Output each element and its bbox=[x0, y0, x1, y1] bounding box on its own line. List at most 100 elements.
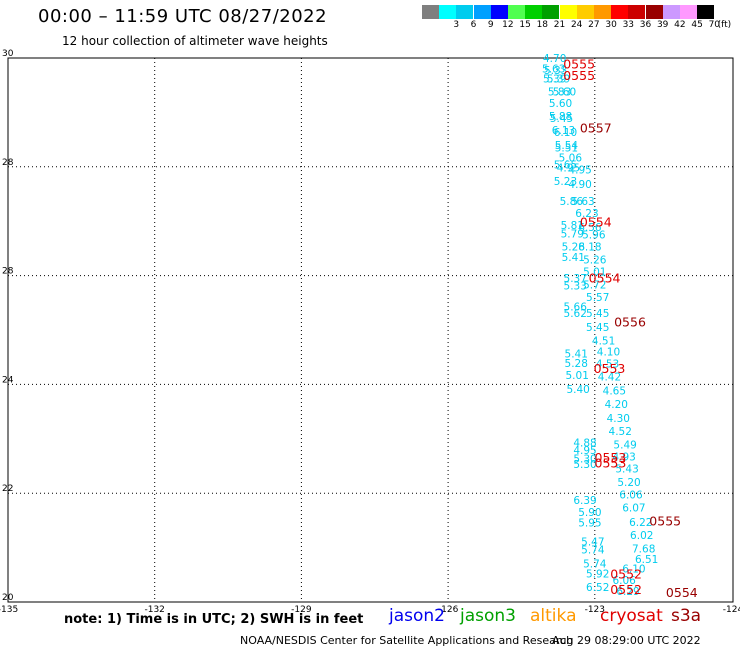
pass-time-label: 0557 bbox=[580, 121, 612, 136]
wave-height-label: 5.41 bbox=[565, 349, 588, 361]
legend-swatch bbox=[594, 5, 611, 19]
wave-height-label: 5.90 bbox=[578, 507, 601, 519]
wave-height-label: 5.30 bbox=[573, 459, 596, 471]
y-tick-label: 22 bbox=[2, 484, 13, 494]
wave-height-label: 6.06 bbox=[619, 490, 643, 502]
wave-height-label: 5.41 bbox=[562, 252, 585, 264]
legend-swatch bbox=[473, 5, 491, 19]
y-tick-label: 20 bbox=[2, 593, 14, 603]
wave-height-label: 4.42 bbox=[598, 372, 621, 384]
wave-height-label: 4.88 bbox=[573, 437, 596, 449]
legend-label: 30 bbox=[605, 20, 617, 30]
legend-swatch bbox=[645, 5, 663, 19]
legend-swatch bbox=[576, 5, 594, 19]
wave-height-label: 4.70 bbox=[543, 53, 566, 65]
wave-height-label: 6.22 bbox=[629, 517, 652, 529]
legend-swatch bbox=[525, 5, 543, 19]
legend-label: 45 bbox=[691, 20, 703, 30]
wave-height-label: 5.65 bbox=[554, 159, 577, 171]
legend-swatch bbox=[680, 5, 697, 19]
legend-swatch bbox=[456, 5, 474, 19]
wave-height-label: 5.26 bbox=[583, 255, 607, 267]
legend-swatch bbox=[662, 5, 680, 19]
x-tick-label: -124 bbox=[723, 605, 740, 615]
wave-height-label: 5.06 bbox=[559, 152, 583, 164]
legend-label: 15 bbox=[519, 20, 531, 30]
wave-height-label: 5.37 bbox=[564, 273, 587, 285]
footer-note: note: 1) Time is in UTC; 2) SWH is in fe… bbox=[64, 612, 364, 627]
wave-height-label: 5.57 bbox=[586, 292, 609, 304]
legend-label: 27 bbox=[588, 20, 600, 30]
y-tick-label: 28 bbox=[2, 267, 14, 277]
x-tick-label: -123 bbox=[585, 605, 605, 615]
legend-swatch bbox=[697, 5, 715, 19]
wave-height-label: 5.72 bbox=[583, 280, 606, 292]
wave-height-label: 4.52 bbox=[609, 426, 632, 438]
wave-height-label: 5.92 bbox=[586, 569, 609, 581]
wave-height-label: 5.95 bbox=[578, 517, 601, 529]
wave-height-label: 4.95 bbox=[568, 164, 591, 176]
x-tick-label: -126 bbox=[438, 605, 459, 615]
legend-label: 42 bbox=[674, 20, 686, 30]
legend-label: 18 bbox=[536, 20, 549, 30]
wave-height-label: 6.52 bbox=[586, 582, 609, 594]
legend-label: 36 bbox=[639, 20, 652, 30]
wave-height-label: 6.02 bbox=[630, 530, 653, 542]
legend-label: 33 bbox=[622, 20, 635, 30]
y-tick-label: 28 bbox=[2, 158, 14, 168]
legend-swatch bbox=[542, 5, 560, 19]
wave-height-label: 6.10 bbox=[554, 127, 577, 139]
wave-height-label: 4.20 bbox=[605, 399, 628, 411]
pass-time-label: 0556 bbox=[614, 315, 646, 330]
wave-height-label: 6.23 bbox=[575, 208, 598, 220]
wave-height-label: 5.01 bbox=[583, 267, 606, 279]
legend-label: 39 bbox=[656, 20, 669, 30]
credit-line: NOAA/NESDIS Center for Satellite Applica… bbox=[240, 634, 574, 647]
legend-label: 70 bbox=[708, 20, 721, 30]
legend-label: 21 bbox=[553, 20, 566, 30]
legend-swatch bbox=[439, 5, 457, 19]
legend-swatch bbox=[611, 5, 629, 19]
wave-height-label: 5.33 bbox=[564, 281, 587, 293]
wave-height-label: 5.66 bbox=[564, 301, 588, 313]
wave-height-label: 6.13 bbox=[552, 125, 575, 137]
wave-height-label: 5.83 bbox=[548, 87, 571, 99]
wave-height-label: 5.86 bbox=[560, 196, 584, 208]
wave-height-label: 5.60 bbox=[549, 98, 572, 110]
legend-label: 3 bbox=[453, 20, 460, 30]
map-frame bbox=[7, 57, 734, 603]
wave-height-label: 6.29 bbox=[616, 586, 639, 598]
legend-swatch bbox=[559, 5, 577, 19]
wave-height-label: 5.74 bbox=[583, 559, 607, 571]
wave-height-label: 5.96 bbox=[582, 230, 606, 242]
pass-time-label: 0554 bbox=[666, 585, 698, 600]
wave-height-label: 6.07 bbox=[622, 503, 645, 515]
legend-unit: (ft) bbox=[717, 20, 732, 30]
wave-height-label: 5.45 bbox=[586, 308, 609, 320]
generated-timestamp: Aug 29 08:29:00 UTC 2022 bbox=[552, 634, 701, 647]
pass-time-label: 0552 bbox=[610, 582, 642, 597]
wave-height-label: 4.95 bbox=[573, 445, 596, 457]
wave-height-label: 5.23 bbox=[554, 176, 577, 188]
legend-label: 24 bbox=[570, 20, 583, 30]
pass-time-label: 0555 bbox=[563, 68, 595, 83]
wave-height-label: 5.40 bbox=[566, 384, 589, 396]
wave-height-label: 4.30 bbox=[607, 413, 630, 425]
legend-swatch bbox=[628, 5, 646, 19]
wave-height-label: 5.81 bbox=[561, 220, 584, 232]
wave-height-label: 4.90 bbox=[568, 179, 591, 191]
wave-height-label: 6.10 bbox=[622, 564, 645, 576]
wave-height-label: 5.54 bbox=[555, 140, 579, 152]
page-title: 00:00 – 11:59 UTC 08/27/2022 bbox=[38, 6, 328, 27]
page-subtitle: 12 hour collection of altimeter wave hei… bbox=[62, 34, 328, 48]
wave-height-label: 5.45 bbox=[550, 113, 573, 125]
wave-height-label: 4.65 bbox=[603, 386, 626, 398]
wave-height-label: 5.30 bbox=[573, 454, 596, 466]
wave-height-label: 5.33 bbox=[544, 65, 567, 77]
wave-height-label: 6.18 bbox=[578, 242, 601, 254]
satellite-name-jason2: jason2 bbox=[389, 606, 445, 626]
pass-time-label: 0552 bbox=[610, 567, 642, 582]
pass-time-label: 0555 bbox=[563, 56, 595, 71]
pass-time-label: 0554 bbox=[589, 271, 621, 286]
